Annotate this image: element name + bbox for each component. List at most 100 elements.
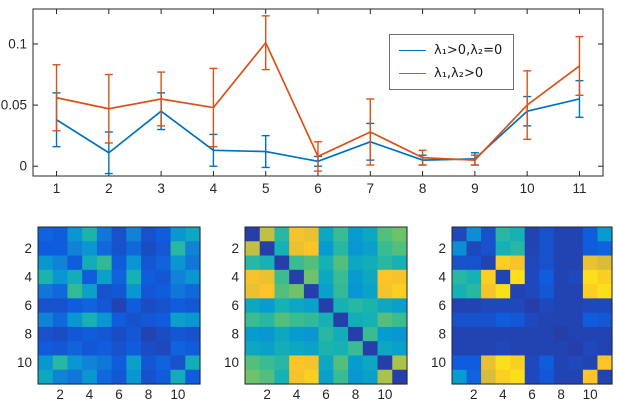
heatmap-cell [392,312,408,328]
heatmap-cell [481,269,497,285]
heatmap-cell [452,227,468,242]
heatmap-cell [303,255,320,271]
heatmap-cell [155,369,172,385]
heatmap-cell [274,255,290,271]
heatmap-cell [126,227,142,242]
heatmap-cell [96,284,113,299]
heatmap-cell [289,255,305,271]
heatmap-cell [111,369,127,385]
heatmap-cell [524,341,540,357]
heatmap-cell [510,227,526,242]
heatmap-cell [539,326,555,342]
heatmap-cell [452,326,468,342]
heatmap-cell [524,255,540,271]
heatmap-cell [141,355,157,371]
heatmap-cell [318,241,334,257]
tick-label: 11 [572,181,586,196]
heatmap-cell [38,326,54,342]
heatmap-cell [96,341,113,357]
heatmap-cell [67,255,83,271]
legend-line-blue-icon [399,50,426,51]
heatmap-cell [495,326,511,342]
heatmap-cell [466,227,482,242]
heatmap-right: 2 2 4 4 6 6 8 8 10 10 [431,226,613,402]
heatmap-cell [348,284,364,299]
heatmap-cell [466,269,482,285]
heatmap-cell [67,298,83,314]
heatmap-cell [568,326,584,342]
heatmap-cell [597,312,613,328]
heatmap-cell [303,269,320,285]
heatmap-cell [274,369,290,385]
tick-label: 9 [471,181,479,196]
heatmap-cell [303,369,320,385]
heatmap-cell [245,269,261,285]
tick-label: 10 [170,387,185,402]
heatmap-cell [466,341,482,357]
heatmap-cell [82,227,98,242]
heatmap-cell [568,284,584,299]
heatmap-cell [452,284,468,299]
heatmap-cell [553,255,569,271]
heatmap-cell [185,241,201,257]
tick-label: 4 [293,387,301,402]
heatmap-cell [155,269,172,285]
heatmap-cell [259,227,276,242]
heatmap-cell [185,269,201,285]
heatmap-cell [362,255,379,271]
heatmap-cell [377,369,393,385]
heatmap-cell [185,255,201,271]
heatmap-cell [259,298,276,314]
heatmap-cell [362,312,379,328]
heatmap-cell [392,298,408,314]
heatmap-cell [539,284,555,299]
heatmap-cell [96,298,113,314]
heatmap-cell [452,255,468,271]
heatmap-cell [96,269,113,285]
heatmap-cell [377,341,393,357]
heatmap-cell [362,284,379,299]
heatmap-cell [67,341,83,357]
heatmap-cell [568,341,584,357]
heatmap-cell [38,355,54,371]
heatmap-cell [96,255,113,271]
tick-label: 2 [263,387,271,402]
heatmap-left: 2 2 4 4 6 6 8 8 10 10 [17,226,201,402]
heatmap-cell [333,341,349,357]
heatmap-cell [553,369,569,385]
heatmap-cell [170,227,186,242]
heatmap-cell [539,355,555,371]
heatmap-cell [245,255,261,271]
heatmap-cell [452,241,468,257]
tick-label: 4 [210,181,218,196]
tick-label: 4 [499,387,507,402]
heatmap-cell [452,312,468,328]
heatmap-cell [96,355,113,371]
heatmap-cell [170,355,186,371]
heatmap-cell [377,326,393,342]
heatmap-cell [38,284,54,299]
heatmap-cell [392,269,408,285]
heatmap-cell [185,326,201,342]
heatmap-cell [96,241,113,257]
heatmap-cell [82,255,98,271]
heatmap-cell [553,341,569,357]
heatmap-cell [303,326,320,342]
heatmap-cell [377,355,393,371]
heatmap-cell [111,284,127,299]
heatmap-cell [582,341,599,357]
heatmap-cell [318,284,334,299]
heatmap-cell [553,227,569,242]
heatmap-cell [553,326,569,342]
heatmap-cell [82,326,98,342]
heatmap-cell [362,326,379,342]
heatmap-cell [539,298,555,314]
heatmap-cell [155,241,172,257]
heatmap-cell [377,227,393,242]
heatmap-cell [348,298,364,314]
heatmap-cell [582,298,599,314]
heatmap-cell [392,369,408,385]
heatmap-cell [333,355,349,371]
heatmap-cell [141,369,157,385]
